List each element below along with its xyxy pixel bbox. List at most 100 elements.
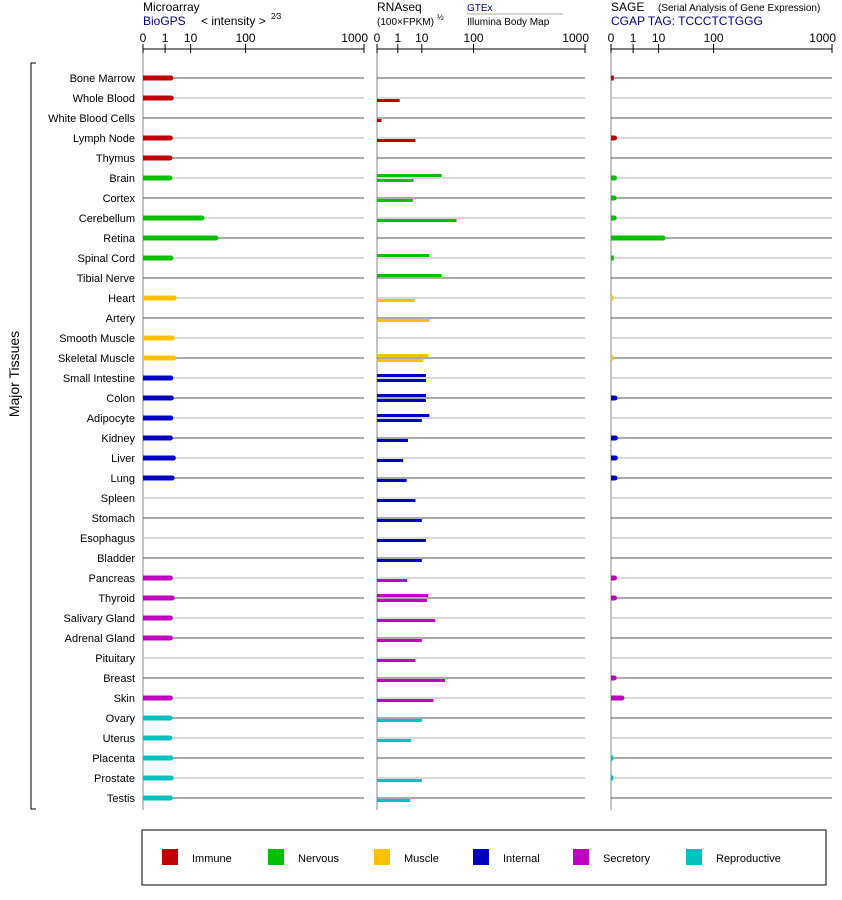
biogps-link[interactable]: BioGPS	[143, 14, 186, 28]
bar-illumina-breast	[377, 679, 446, 682]
bar-cap-microarray-uterus	[167, 735, 173, 741]
bar-cap-sage-cortex	[611, 195, 617, 201]
bar-sage-skin	[611, 695, 622, 701]
bar-cap-microarray-thymus	[167, 155, 173, 161]
bar-cap-microarray-pancreas	[167, 575, 173, 581]
bar-illumina-cortex	[377, 199, 413, 202]
panel-title-microarray: Microarray	[143, 0, 200, 14]
bar-microarray-spinal-cord	[143, 255, 171, 261]
tick-label-rnaseq-1: 1	[394, 31, 401, 45]
bar-illumina-uterus	[377, 739, 412, 742]
bar-microarray-thyroid	[143, 595, 173, 601]
sage-description: (Serial Analysis of Gene Expression)	[658, 3, 820, 14]
cgap-tag-link[interactable]: CGAP TAG: TCCCTCTGGG	[611, 14, 763, 28]
bar-cap-microarray-spinal-cord	[168, 255, 174, 261]
tick-label-microarray-3: 100	[236, 31, 256, 45]
bar-cap-microarray-lymph-node	[167, 135, 173, 141]
tick-label-sage-2: 10	[652, 31, 666, 45]
tissue-label-tibial-nerve: Tibial Nerve	[77, 273, 135, 285]
bar-illumina-thyroid	[377, 599, 428, 602]
tissue-labels: Bone Marrow Whole Blood White Blood Cells L…	[48, 73, 136, 805]
tissue-label-bone-marrow: Bone Marrow	[70, 73, 135, 85]
bar-illumina-skin	[377, 699, 434, 702]
panel-header-sage: SAGE (Serial Analysis of Gene Expression…	[611, 0, 820, 28]
panel-title-sage: SAGE	[611, 0, 644, 14]
axis-microarray: 0 1 10 100 1000	[140, 31, 368, 810]
tick-label-sage-1: 1	[630, 31, 637, 45]
tissue-label-placenta: Placenta	[92, 753, 136, 765]
axis-sage: 0 1 10 100 1000	[608, 31, 836, 810]
bar-microarray-testis	[143, 795, 171, 801]
bar-cap-sage-breast	[611, 675, 617, 681]
tissue-label-prostate: Prostate	[94, 773, 135, 785]
tissue-label-stomach: Stomach	[92, 513, 135, 525]
bar-microarray-thymus	[143, 155, 170, 161]
bar-illumina-artery	[377, 319, 430, 322]
bar-gtex-thyroid	[377, 594, 429, 597]
bar-cap-microarray-brain	[167, 175, 173, 181]
bar-cap-microarray-retina	[213, 235, 219, 241]
bar-cap-microarray-skeletal-muscle	[171, 355, 177, 361]
legend-item-muscle: Muscle	[374, 849, 439, 865]
tissue-label-cerebellum: Cerebellum	[79, 213, 135, 225]
bar-illumina-skeletal-muscle	[377, 359, 424, 362]
bar-illumina-adipocyte	[377, 419, 422, 422]
y-group-bracket	[30, 62, 36, 810]
legend-swatch-muscle	[374, 849, 390, 865]
bar-microarray-adrenal-gland	[143, 635, 171, 641]
bar-illumina-ovary	[377, 719, 422, 722]
bar-cap-sage-kidney	[612, 435, 618, 441]
bar-microarray-whole-blood	[143, 95, 172, 101]
bar-gtex-tibial-nerve	[377, 274, 442, 277]
bar-illumina-lung	[377, 479, 407, 482]
legend-swatch-secretory	[573, 849, 589, 865]
bar-illumina-salivary-gland	[377, 619, 436, 622]
legend: Immune Nervous Muscle Internal Secretory Repr…	[141, 829, 827, 886]
tissue-label-bladder: Bladder	[97, 553, 135, 565]
bar-microarray-pancreas	[143, 575, 171, 581]
bar-microarray-bone-marrow	[143, 75, 171, 81]
bar-illumina-white-blood-cells	[377, 119, 382, 122]
bar-cap-microarray-smooth-muscle	[169, 335, 175, 341]
legend-item-internal: Internal	[473, 849, 540, 865]
legend-label-secretory: Secretory	[603, 853, 651, 865]
tick-label-sage-4: 1000	[809, 31, 836, 45]
legend-item-nervous: Nervous	[268, 849, 339, 865]
tick-label-rnaseq-2: 10	[415, 31, 429, 45]
tissue-label-testis: Testis	[107, 793, 136, 805]
tick-label-microarray-0: 0	[140, 31, 147, 45]
tissue-label-small-intestine: Small Intestine	[63, 373, 135, 385]
bar-illumina-brain	[377, 179, 414, 182]
bar-cap-sage-lymph-node	[612, 135, 618, 141]
bar-gtex-skeletal-muscle	[377, 354, 429, 357]
tick-label-microarray-1: 1	[162, 31, 169, 45]
bar-cap-microarray-adipocyte	[168, 415, 174, 421]
bar-cap-sage-liver	[612, 455, 618, 461]
bar-cap-sage-colon	[612, 395, 618, 401]
bar-gtex-brain	[377, 174, 442, 177]
bar-illumina-lymph-node	[377, 139, 416, 142]
tissue-label-brain: Brain	[109, 173, 135, 185]
tissue-label-adipocyte: Adipocyte	[87, 413, 135, 425]
bar-cap-microarray-whole-blood	[168, 95, 174, 101]
tissue-label-pituitary: Pituitary	[95, 653, 135, 665]
bar-sage-spinal-cord	[611, 255, 614, 261]
legend-label-muscle: Muscle	[404, 853, 439, 865]
legend-swatch-reproductive	[686, 849, 702, 865]
bar-cap-microarray-placenta	[168, 755, 174, 761]
bar-microarray-kidney	[143, 435, 171, 441]
tissue-label-skin: Skin	[114, 693, 135, 705]
bar-microarray-uterus	[143, 735, 170, 741]
bar-sage-bone-marrow	[611, 75, 614, 81]
bar-microarray-lymph-node	[143, 135, 171, 141]
panel-header-rnaseq: RNAseq (100×FPKM) ½ GTEx Illumina Body M…	[377, 0, 563, 28]
bar-microarray-salivary-gland	[143, 615, 171, 621]
bar-microarray-lung	[143, 475, 173, 481]
legend-label-reproductive: Reproductive	[716, 853, 781, 865]
gtex-link[interactable]: GTEx	[467, 3, 493, 14]
tissue-label-ovary: Ovary	[106, 713, 136, 725]
bar-cap-microarray-thyroid	[169, 595, 175, 601]
intensity-label: < intensity >	[201, 14, 266, 28]
tissue-label-lymph-node: Lymph Node	[73, 133, 135, 145]
